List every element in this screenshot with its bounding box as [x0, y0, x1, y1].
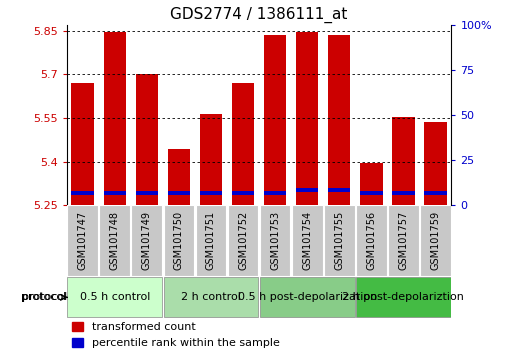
Bar — [100, 205, 130, 276]
Legend: transformed count, percentile rank within the sample: transformed count, percentile rank withi… — [72, 322, 280, 348]
Text: GSM101753: GSM101753 — [270, 211, 280, 270]
Bar — [420, 205, 451, 276]
Bar — [232, 192, 254, 195]
Bar — [264, 192, 286, 195]
Bar — [296, 188, 319, 192]
Text: GSM101751: GSM101751 — [206, 211, 216, 270]
Text: protocol: protocol — [22, 292, 67, 302]
Text: GSM101748: GSM101748 — [110, 211, 120, 270]
Bar — [328, 35, 350, 205]
Text: GSM101752: GSM101752 — [238, 211, 248, 270]
Bar — [228, 205, 259, 276]
Bar — [135, 74, 158, 205]
Bar — [71, 192, 94, 195]
Bar — [232, 83, 254, 205]
Bar — [356, 278, 451, 317]
Bar — [135, 192, 158, 195]
Bar — [360, 192, 383, 195]
Bar — [168, 192, 190, 195]
Bar — [104, 192, 126, 195]
Bar — [388, 205, 419, 276]
Bar — [392, 116, 415, 205]
Text: GSM101749: GSM101749 — [142, 211, 152, 270]
Text: GSM101750: GSM101750 — [174, 211, 184, 270]
Text: GSM101755: GSM101755 — [334, 211, 344, 270]
Bar — [356, 205, 387, 276]
Text: GSM101747: GSM101747 — [78, 211, 88, 270]
Bar — [67, 205, 98, 276]
Bar — [195, 205, 226, 276]
Text: 2 h post-depolariztion: 2 h post-depolariztion — [342, 292, 464, 302]
Bar — [131, 205, 162, 276]
Bar — [260, 278, 354, 317]
Bar — [200, 114, 222, 205]
Bar — [67, 278, 162, 317]
Bar — [164, 205, 194, 276]
Text: GSM101757: GSM101757 — [399, 211, 408, 270]
Bar — [324, 205, 354, 276]
Bar — [424, 192, 447, 195]
Bar — [392, 192, 415, 195]
Text: GSM101756: GSM101756 — [366, 211, 376, 270]
Text: GSM101759: GSM101759 — [430, 211, 440, 270]
Bar — [260, 205, 290, 276]
Bar — [292, 205, 323, 276]
Text: 0.5 h control: 0.5 h control — [80, 292, 150, 302]
Title: GDS2774 / 1386111_at: GDS2774 / 1386111_at — [170, 7, 348, 23]
Bar — [164, 278, 259, 317]
Text: 0.5 h post-depolarization: 0.5 h post-depolarization — [238, 292, 377, 302]
Bar — [104, 32, 126, 205]
Text: GSM101754: GSM101754 — [302, 211, 312, 270]
Bar — [71, 83, 94, 205]
Bar — [200, 192, 222, 195]
Text: 2 h control: 2 h control — [181, 292, 241, 302]
Bar — [360, 163, 383, 205]
Bar — [264, 35, 286, 205]
Bar — [168, 149, 190, 205]
Text: protocol: protocol — [22, 292, 67, 302]
Bar — [424, 122, 447, 205]
Bar — [296, 32, 319, 205]
Bar — [328, 188, 350, 192]
